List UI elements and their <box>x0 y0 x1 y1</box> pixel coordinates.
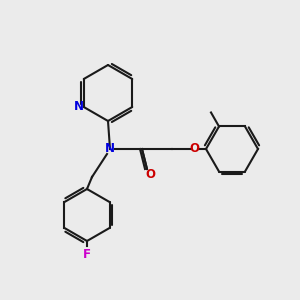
Text: N: N <box>105 142 115 155</box>
Text: O: O <box>145 167 155 181</box>
Text: N: N <box>74 100 84 113</box>
Text: F: F <box>83 248 91 260</box>
Text: O: O <box>189 142 199 155</box>
